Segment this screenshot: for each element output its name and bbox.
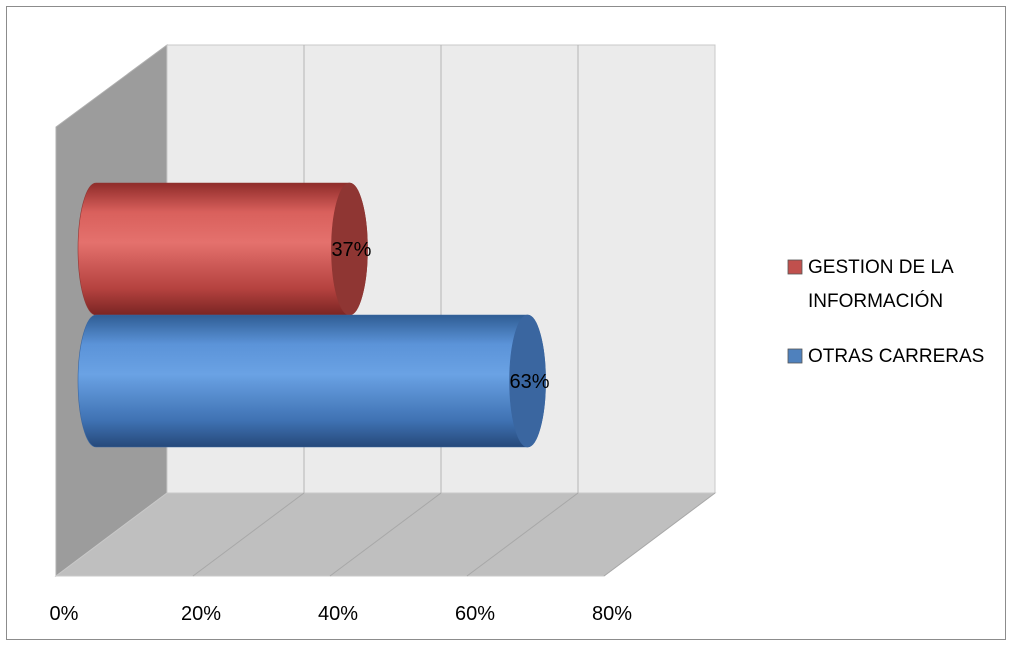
floor-gridline bbox=[329, 492, 442, 577]
bar-body bbox=[77, 314, 546, 448]
legend-label: INFORMACIÓN bbox=[808, 290, 943, 312]
legend-swatch bbox=[787, 259, 803, 275]
chart-frame: 37% 63% 0% 20% 40% 60% 80% GESTION DE LA INFOR… bbox=[6, 6, 1006, 640]
data-label: 63% bbox=[510, 371, 550, 393]
x-tick-label: 80% bbox=[592, 603, 632, 625]
floor-gridline bbox=[466, 492, 579, 577]
x-axis-tick-labels: 0% 20% 40% 60% 80% bbox=[50, 603, 633, 625]
legend-swatch bbox=[787, 348, 803, 364]
bar-chart: 37% 63% 0% 20% 40% 60% 80% GESTION DE LA INFOR… bbox=[50, 44, 984, 625]
x-tick-label: 40% bbox=[318, 603, 358, 625]
bar-body bbox=[77, 182, 368, 316]
bar-gestion-de-la-informacion bbox=[77, 182, 368, 316]
legend: GESTION DE LA INFORMACIÓN OTRAS CARRERAS bbox=[787, 257, 984, 367]
legend-label: GESTION DE LA bbox=[808, 257, 954, 278]
x-tick-label: 60% bbox=[455, 603, 495, 625]
bar-end-cap bbox=[509, 314, 546, 448]
bar-otras-carreras bbox=[77, 314, 546, 448]
legend-label: OTRAS CARRERAS bbox=[808, 346, 984, 367]
x-tick-label: 0% bbox=[50, 603, 79, 625]
floor-gridline bbox=[192, 492, 305, 577]
data-label: 37% bbox=[331, 239, 371, 261]
floor-gridline bbox=[603, 492, 716, 577]
bars bbox=[77, 182, 546, 448]
x-tick-label: 20% bbox=[181, 603, 221, 625]
data-labels: 37% 63% bbox=[331, 239, 549, 393]
